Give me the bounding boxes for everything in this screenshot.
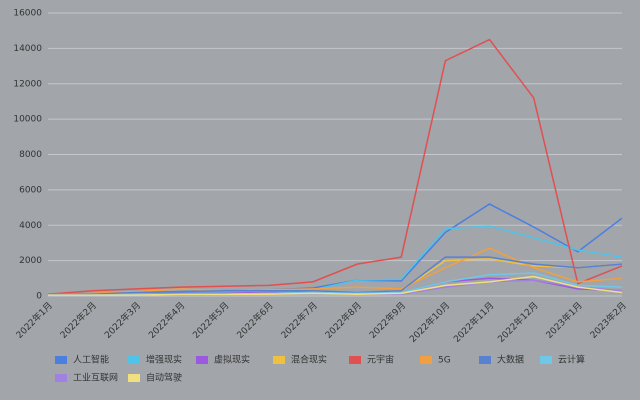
x-tick-label: 2022年7月 xyxy=(278,299,319,340)
x-tick-label: 2022年9月 xyxy=(367,299,408,340)
x-tick-label: 2022年10月 xyxy=(407,299,453,345)
series-line xyxy=(47,247,623,295)
y-tick-label: 2000 xyxy=(19,256,42,266)
legend-label: 大数据 xyxy=(497,354,524,366)
legend-label: 元宇宙 xyxy=(367,354,394,366)
legend-swatch xyxy=(128,374,140,382)
y-tick-label: 12000 xyxy=(13,79,42,89)
legend-swatch xyxy=(128,356,140,364)
x-tick-label: 2023年1月 xyxy=(543,299,584,340)
legend-swatch xyxy=(479,356,491,364)
legend-label: 工业互联网 xyxy=(73,373,118,384)
y-tick-label: 0 xyxy=(36,292,42,302)
y-tick-label: 14000 xyxy=(13,44,42,54)
x-tick-label: 2022年2月 xyxy=(58,299,99,340)
x-tick-label: 2022年8月 xyxy=(323,299,364,340)
legend-swatch xyxy=(273,356,285,364)
legend-label: 增强现实 xyxy=(146,354,182,366)
legend-swatch xyxy=(55,374,67,382)
y-tick-label: 8000 xyxy=(19,150,42,160)
x-tick-label: 2022年6月 xyxy=(234,299,275,340)
legend-swatch xyxy=(196,356,208,364)
legend-label: 人工智能 xyxy=(73,354,109,366)
x-tick-label: 2022年5月 xyxy=(190,299,231,340)
legend-label: 自动驾驶 xyxy=(146,372,182,384)
y-tick-label: 6000 xyxy=(19,185,42,195)
legend-label: 5G xyxy=(438,356,451,366)
x-tick-label: 2022年3月 xyxy=(102,299,143,340)
series-line xyxy=(48,256,623,295)
legend-label: 虚拟现实 xyxy=(214,354,250,366)
x-tick-label: 2022年1月 xyxy=(13,299,54,340)
series-line xyxy=(47,225,623,296)
x-tick-label: 2023年2月 xyxy=(587,299,628,340)
y-tick-label: 16000 xyxy=(13,9,42,19)
series-line xyxy=(47,38,623,295)
legend-swatch xyxy=(540,356,552,364)
x-tick-label: 2022年4月 xyxy=(146,299,187,340)
y-tick-label: 4000 xyxy=(19,221,42,231)
x-tick-label: 2022年11月 xyxy=(451,299,497,345)
y-tick-label: 10000 xyxy=(13,115,42,125)
legend-label: 混合现实 xyxy=(291,354,327,366)
legend-label: 云计算 xyxy=(558,354,585,366)
legend-swatch xyxy=(349,356,361,364)
x-tick-label: 2022年12月 xyxy=(495,299,541,345)
legend-swatch xyxy=(55,356,67,364)
series-line xyxy=(48,275,623,296)
legend-swatch xyxy=(420,356,432,364)
